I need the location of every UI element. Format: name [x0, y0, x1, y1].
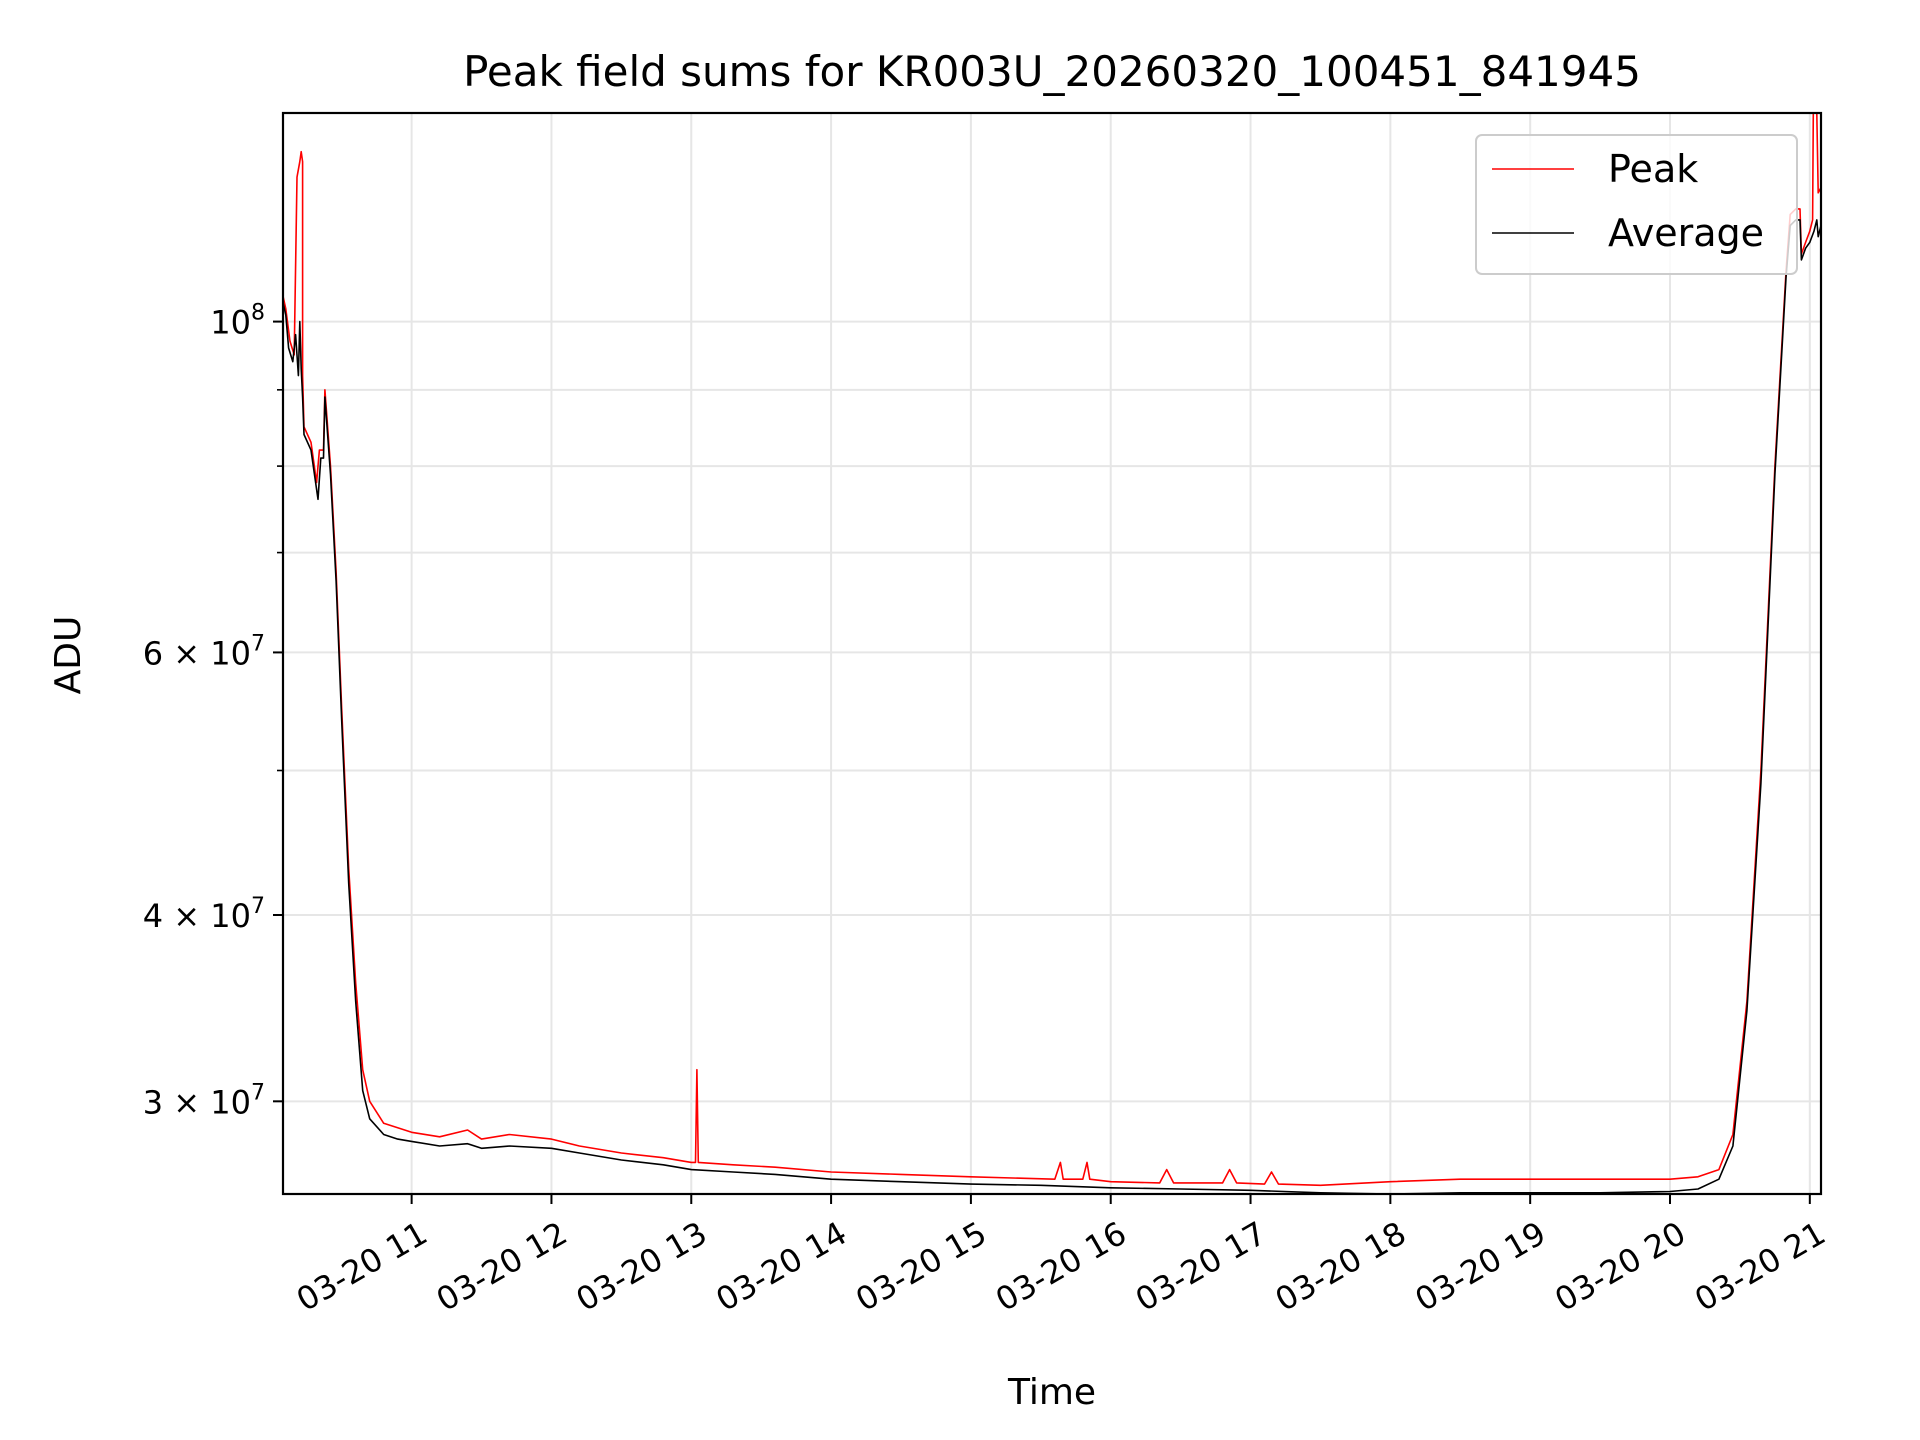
y-axis-label: ADU	[48, 616, 89, 695]
y-tick-label: 4 × 107	[143, 894, 265, 935]
legend: Peak Average	[1475, 134, 1798, 275]
grid	[283, 113, 1821, 1194]
y-tick-label: 108	[210, 301, 265, 342]
series-layer	[283, 113, 1821, 1194]
x-axis-label: Time	[1007, 1372, 1096, 1413]
series-line-average	[283, 219, 1821, 1194]
plot-frame	[281, 111, 1823, 1196]
y-tick-label: 3 × 107	[143, 1080, 265, 1121]
legend-frame	[1475, 134, 1798, 275]
legend-label-average: Average	[1608, 211, 1764, 255]
y-tick-label: 6 × 107	[143, 631, 265, 672]
y-axis: 3 × 107 4 × 107 6 × 107 108	[143, 301, 283, 1121]
legend-label-peak: Peak	[1608, 147, 1698, 191]
chart-title: Peak field sums for KR003U_20260320_1004…	[463, 47, 1641, 96]
